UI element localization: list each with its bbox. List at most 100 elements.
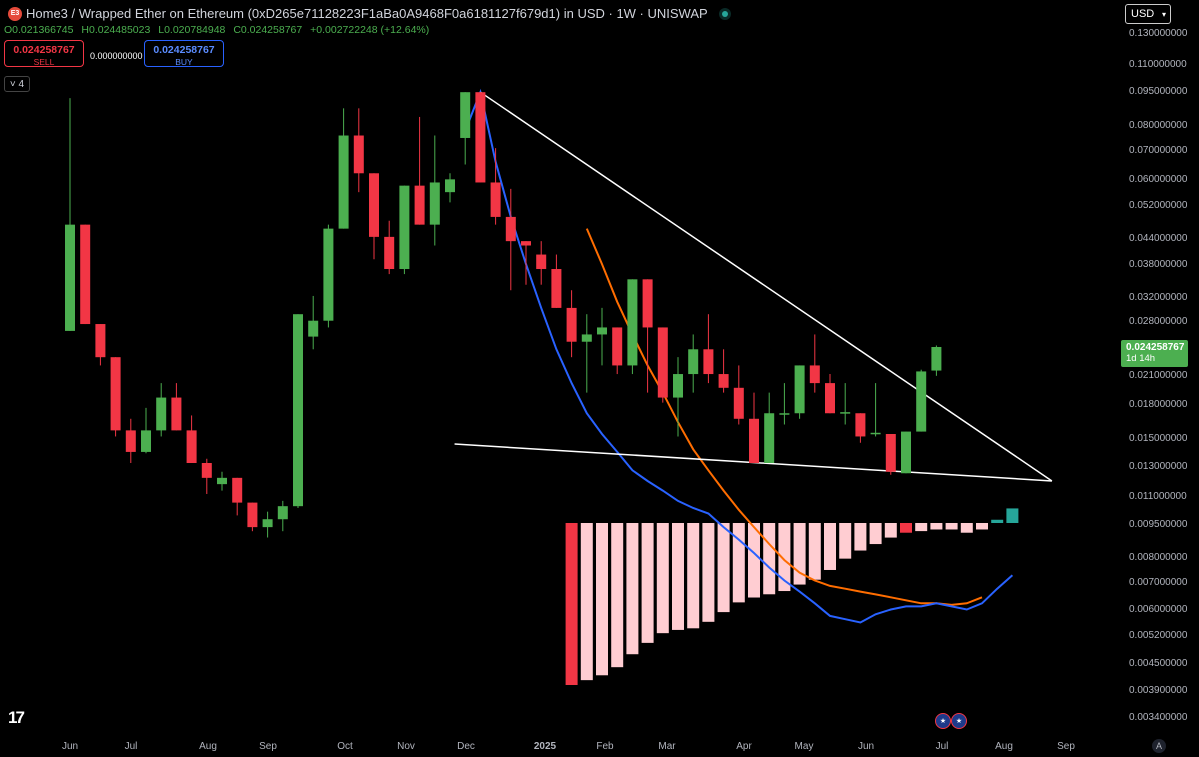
x-tick-label: Sep	[1057, 741, 1075, 752]
histogram-bar	[611, 523, 624, 668]
candle-up	[141, 430, 151, 452]
candle-down	[703, 349, 714, 375]
candle-up	[308, 320, 319, 337]
token-logo-icon: E3	[8, 6, 22, 21]
histogram-bar	[687, 523, 700, 629]
y-tick-label: 0.003400000	[1129, 712, 1188, 723]
candle-up	[399, 185, 410, 270]
y-tick-label: 0.013000000	[1129, 461, 1188, 472]
candle-down	[809, 365, 820, 384]
y-tick-label: 0.110000000	[1129, 59, 1187, 70]
histogram-bar	[626, 523, 639, 655]
currency-label: USD	[1131, 8, 1155, 20]
y-tick-label: 0.052000000	[1129, 200, 1188, 211]
ohlc-close: C0.024258767	[233, 24, 303, 36]
symbol-title[interactable]: Home3 / Wrapped Ether on Ethereum (0xD26…	[26, 6, 708, 21]
buy-price: 0.024258767	[153, 44, 215, 56]
y-tick-label: 0.028000000	[1129, 316, 1188, 327]
candle-down	[247, 502, 258, 528]
candle-down	[566, 307, 577, 342]
buy-button[interactable]: 0.024258767 BUY	[144, 40, 224, 67]
trendline	[479, 91, 1053, 482]
histogram-bar	[778, 523, 791, 592]
us-flag-event-icon[interactable]: ★	[935, 713, 951, 729]
histogram-bar	[748, 523, 760, 598]
x-tick-label: Nov	[397, 741, 415, 752]
ohlc-change: +0.002722248 (+12.64%)	[310, 24, 430, 36]
candle-up	[764, 413, 775, 463]
candle-down	[855, 413, 866, 437]
x-tick-label: Dec	[457, 741, 475, 752]
histogram-bar	[580, 523, 593, 681]
histogram-bar	[930, 523, 943, 530]
x-tick-label: Jun	[62, 741, 78, 752]
auto-scale-button[interactable]: A	[1152, 739, 1166, 753]
histogram-bar	[915, 523, 928, 532]
candle-down	[232, 477, 243, 503]
y-tick-label: 0.018000000	[1129, 399, 1188, 410]
x-tick-label: May	[795, 741, 814, 752]
histogram-bar	[900, 523, 912, 533]
candle-up	[217, 477, 227, 485]
y-tick-label: 0.011000000	[1129, 491, 1187, 502]
sell-price: 0.024258767	[13, 44, 75, 56]
histogram-bar	[1006, 508, 1019, 523]
ohlc-high: H0.024485023	[81, 24, 151, 36]
x-tick-label: 2025	[534, 741, 557, 752]
y-tick-label: 0.005200000	[1129, 630, 1188, 641]
candle-down	[369, 173, 379, 237]
candle-down	[505, 216, 516, 242]
histogram-bar	[656, 523, 669, 634]
ma-fast-line	[464, 88, 1014, 624]
currency-selector[interactable]: USD ▾	[1125, 4, 1171, 24]
histogram-bar	[808, 523, 821, 580]
candle-down	[414, 185, 425, 225]
y-tick-label: 0.060000000	[1129, 174, 1188, 185]
y-tick-label: 0.015000000	[1129, 433, 1188, 444]
last-price-badge: 0.024258767 1d 14h	[1121, 340, 1188, 367]
y-tick-label: 0.044000000	[1129, 233, 1188, 244]
candle-down	[475, 92, 486, 183]
y-tick-label: 0.003900000	[1129, 685, 1188, 696]
x-tick-label: Apr	[736, 741, 752, 752]
y-tick-label: 0.021000000	[1129, 370, 1188, 381]
x-tick-label: Sep	[259, 741, 277, 752]
chevron-down-icon: ▾	[1161, 9, 1166, 19]
ohlc-open: O0.021366745	[4, 24, 74, 36]
us-flag-event-icon[interactable]: ★	[951, 713, 967, 729]
y-tick-label: 0.032000000	[1129, 292, 1188, 303]
candle-down	[718, 374, 729, 388]
y-tick-label: 0.080000000	[1129, 120, 1188, 131]
indicators-collapse-button[interactable]: ˅ 4	[4, 76, 30, 92]
candle-up	[597, 327, 607, 335]
ohlc-low: L0.020784948	[158, 24, 226, 36]
candle-down	[536, 254, 547, 270]
candle-down	[110, 357, 121, 431]
x-tick-label: Aug	[995, 741, 1013, 752]
tradingview-logo-icon[interactable]: 17	[8, 708, 25, 727]
y-tick-label: 0.038000000	[1129, 259, 1188, 270]
x-tick-label: Mar	[658, 741, 676, 752]
candle-up	[429, 182, 440, 225]
y-tick-label: 0.007000000	[1129, 577, 1188, 588]
candle-up	[277, 506, 288, 520]
candle-down	[612, 327, 623, 366]
candle-down	[80, 224, 91, 325]
histogram-bar	[824, 523, 836, 570]
y-tick-label: 0.008000000	[1129, 552, 1188, 563]
x-tick-label: Jun	[858, 741, 874, 752]
sell-button[interactable]: 0.024258767 SELL	[4, 40, 84, 67]
buy-label: BUY	[175, 57, 193, 67]
candle-down	[186, 430, 197, 463]
candle-up	[460, 92, 471, 138]
candle-up	[627, 279, 638, 366]
candle-up	[323, 228, 334, 321]
x-tick-label: Jul	[125, 741, 138, 752]
histogram-bar	[976, 523, 988, 530]
ohlc-values: O0.021366745 H0.024485023 L0.020784948 C…	[4, 24, 434, 36]
candle-down	[95, 324, 106, 358]
histogram-bar	[991, 519, 1004, 523]
candle-up	[901, 431, 911, 474]
candle-up	[688, 349, 699, 375]
